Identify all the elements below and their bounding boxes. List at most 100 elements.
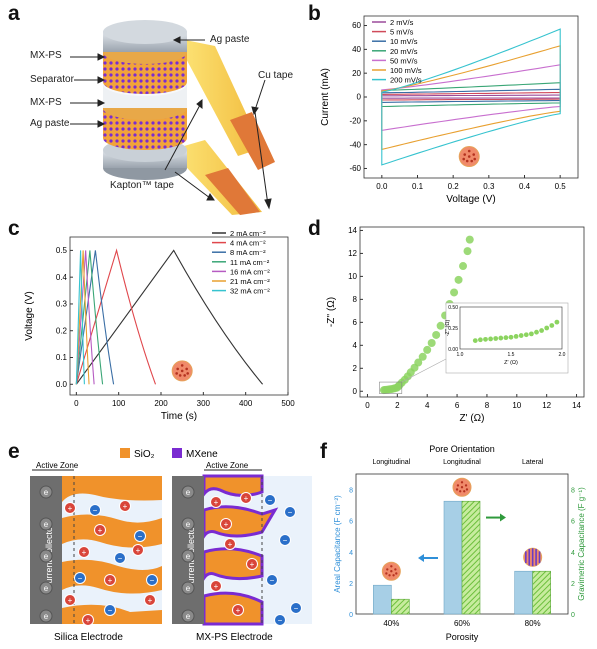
electron-symbol: e	[186, 584, 191, 593]
y-tick-label: 12	[348, 249, 357, 258]
anion-sign: −	[270, 576, 275, 585]
x-tick-label: 0.0	[376, 182, 388, 191]
pore-structure-icon	[458, 146, 480, 168]
mxps-electrode-label: MX-PS Electrode	[196, 632, 273, 643]
panel-letter-e: e	[8, 440, 20, 463]
anion-icon	[89, 504, 101, 516]
panel-letter-b: b	[308, 2, 321, 25]
y-axis-label: -Z'' (Ω)	[326, 297, 337, 327]
anion-icon	[114, 552, 126, 564]
legend-label: 32 mA cm⁻²	[230, 287, 270, 296]
y-tick-label: 0	[357, 93, 362, 102]
gcd-curve	[75, 248, 157, 385]
panel-f: f Pore Orientation 0 0 2 2 4 4 6 6 8 8 Areal Capaci…	[320, 440, 597, 644]
impedance-point	[423, 345, 432, 354]
cu-tape-bottom	[205, 168, 260, 215]
x-tick-label: 6	[455, 401, 460, 410]
panel-c: c 0 100 200 300 400 500 0.0 0.1 0.2 0.3 0.4 0.5 Time…	[0, 215, 300, 430]
cation-sign: +	[98, 526, 103, 535]
cation-icon	[82, 614, 94, 626]
cu-tape-top	[230, 112, 275, 170]
legend-label: 2 mV/s	[390, 18, 414, 27]
y-tick-label: 0.2	[56, 326, 68, 335]
x-tick-label: 500	[281, 399, 295, 408]
anion-sign: −	[138, 532, 143, 541]
legend-label: 11 mA cm⁻²	[230, 258, 270, 267]
legend-label: 10 mV/s	[390, 37, 418, 46]
cation-icon	[132, 544, 144, 556]
y-tick-label: 4	[349, 550, 353, 557]
inset-impedance-point	[518, 333, 524, 338]
cation-sign: +	[68, 504, 73, 513]
x-axis-label: Z' (Ω)	[460, 413, 485, 424]
x-tick-label: 0.1	[412, 182, 424, 191]
inset-impedance-point	[534, 329, 539, 335]
y-tick-label: 0.0	[56, 380, 68, 389]
y-tick-label: 6	[353, 318, 358, 327]
pore-structure-icon	[171, 360, 193, 382]
anion-sign: −	[278, 616, 283, 625]
anion-sign: −	[268, 496, 273, 505]
orientation-label: Longitudinal	[443, 459, 481, 466]
inset-y-tick-label: 0.25	[448, 326, 458, 332]
cation-icon	[64, 594, 76, 606]
y-tick-label: -20	[349, 116, 361, 125]
cation-sign: +	[250, 560, 255, 569]
anion-icon	[266, 574, 278, 586]
legend-label-mxene: MXene	[186, 449, 218, 460]
electron-symbol: e	[186, 612, 191, 621]
gcd-curve	[75, 250, 104, 385]
chart-title: Pore Orientation	[429, 444, 495, 454]
inset-impedance-point	[498, 335, 504, 341]
active-zone-label-left: Active Zone	[36, 461, 79, 470]
inset-impedance-point	[508, 334, 514, 340]
impedance-point	[432, 330, 441, 339]
y-tick-label: 4	[353, 341, 358, 350]
y2-tick-label: 4	[571, 550, 575, 557]
x-tick-label: 0.2	[448, 182, 460, 191]
panel-e: e SiO₂ MXene Active Zone	[0, 440, 320, 644]
category-label: 80%	[525, 619, 541, 628]
x-tick-label: 12	[542, 401, 551, 410]
legend-swatch-sio2	[120, 448, 130, 458]
y-tick-label: 60	[352, 21, 361, 30]
gcd-curve	[75, 250, 90, 385]
label-ag-paste-left: Ag paste	[30, 118, 70, 129]
label-separator: Separator	[30, 74, 74, 85]
y-tick-label: 8	[349, 488, 353, 495]
y2-tick-label: 8	[571, 488, 575, 495]
y2-tick-label: 6	[571, 519, 575, 526]
legend-label: 20 mV/s	[390, 47, 418, 56]
x-tick-label: 0	[74, 399, 79, 408]
electrode-stack	[103, 20, 187, 180]
anion-icon	[74, 572, 86, 584]
arrow-right-head	[500, 513, 506, 522]
x-tick-label: 8	[485, 401, 490, 410]
cation-icon	[78, 546, 90, 558]
inset-impedance-point	[539, 328, 544, 333]
anion-sign: −	[108, 606, 113, 615]
cation-sign: +	[82, 548, 87, 557]
pore-structure-icon	[381, 561, 401, 581]
legend-label: 100 mV/s	[390, 66, 422, 75]
device-schematic	[70, 20, 275, 215]
inset-impedance-point	[472, 338, 478, 343]
cation-icon	[246, 558, 258, 570]
cation-icon	[144, 594, 156, 606]
gcd-curve	[75, 249, 264, 385]
impedance-point	[459, 262, 468, 271]
cation-sign: +	[148, 596, 153, 605]
capacitance-bar-chart: Pore Orientation 0 0 2 2 4 4 6 6 8 8 Areal Capacita…	[333, 444, 586, 642]
bar-gravimetric	[391, 598, 410, 615]
anion-icon	[134, 530, 146, 542]
gcd-curve	[75, 250, 115, 385]
anion-sign: −	[93, 506, 98, 515]
anion-sign: −	[118, 554, 123, 563]
panel-letter-f: f	[320, 440, 327, 463]
orientation-label: Lateral	[522, 459, 544, 466]
electron-icon	[181, 549, 195, 563]
inset-x-tick-label: 1.0	[457, 352, 464, 358]
electron-symbol: e	[44, 612, 49, 621]
cation-sign: +	[86, 616, 91, 625]
x-tick-label: 2	[395, 401, 400, 410]
